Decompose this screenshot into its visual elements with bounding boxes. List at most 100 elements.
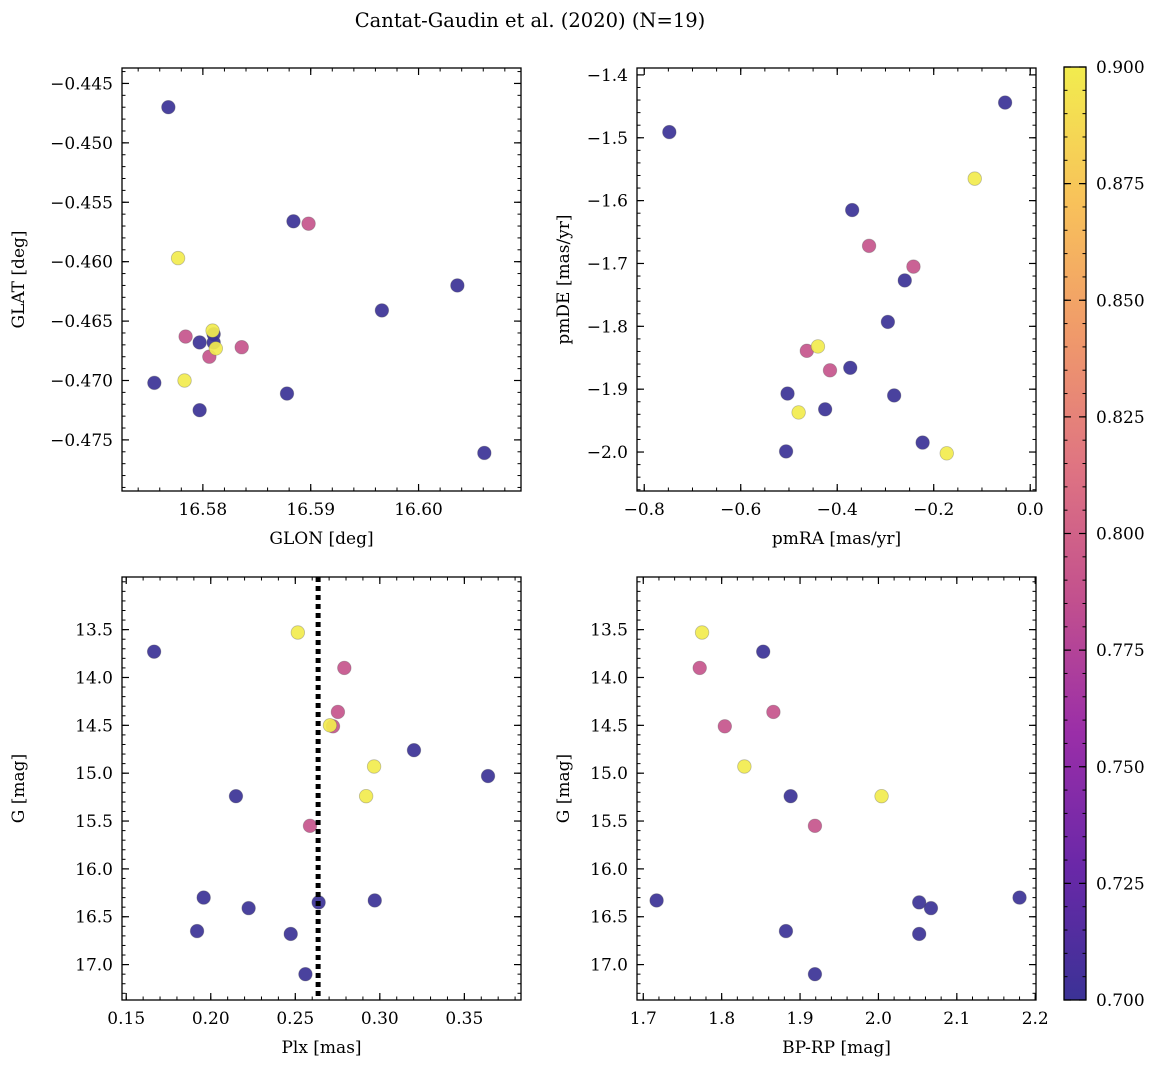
scatter-point	[1012, 890, 1027, 905]
axes-frame	[636, 67, 1037, 492]
points	[147, 100, 492, 461]
y-tick-label: −0.445	[50, 74, 113, 94]
y-tick-label: −0.465	[50, 312, 113, 332]
scatter-point	[662, 124, 677, 140]
ticks: 1.7 1.8 1.9 2.0 2.1 2.2 13.5 14.0 14.5 15.0 15.5 16…	[590, 577, 1049, 1029]
x-tick-label: 2.2	[1022, 1009, 1049, 1029]
subplot-plx-g: 0.15 0.20 0.25 0.30 0.35 13.5 14.0 14.5 15.0 15.5…	[9, 576, 522, 1058]
scatter-point	[861, 238, 877, 254]
scatter-point	[694, 625, 710, 640]
scatter-point	[822, 363, 838, 378]
x-tick-label: 0.25	[276, 1009, 314, 1029]
colorbar-tick-label: 0.850	[1096, 291, 1145, 311]
scatter-point	[286, 214, 301, 229]
scatter-point	[923, 900, 939, 916]
x-tick-label: 16.58	[179, 500, 228, 520]
scatter-point	[146, 644, 162, 659]
scatter-point	[241, 900, 256, 916]
scatter-point	[874, 788, 889, 804]
scatter-point	[367, 893, 382, 908]
figure-title: Cantat-Gaudin et al. (2020) (N=19)	[355, 9, 706, 32]
subplot-pmra-pmde: −0.8 −0.6 −0.4 −0.2 0.0 −1.4 −1.5 −1.6 −1.7 −1.8 −…	[554, 66, 1044, 549]
scatter-point	[843, 360, 858, 376]
scatter-point	[766, 704, 781, 720]
x-axis-label: Plx [mas]	[281, 1038, 361, 1058]
x-tick-label: 16.60	[394, 500, 443, 520]
y-tick-label: 13.5	[75, 621, 113, 641]
scatter-point	[283, 926, 298, 942]
ticks: 16.58 16.59 16.60 −0.445 −0.450 −0.455 −0.460 −…	[50, 68, 521, 520]
x-tick-label: 16.59	[286, 500, 335, 520]
colorbar-tick-label: 0.750	[1096, 758, 1145, 778]
scatter-point	[807, 818, 823, 834]
colorbar-tick-label: 0.700	[1096, 991, 1145, 1011]
scatter-point	[649, 893, 664, 908]
x-axis-label: BP-RP [mag]	[782, 1038, 891, 1058]
y-tick-label: −0.475	[50, 431, 113, 451]
scatter-point	[330, 704, 346, 720]
scatter-point	[791, 405, 806, 420]
x-tick-label: 2.1	[943, 1009, 970, 1029]
y-tick-label: 17.0	[75, 956, 113, 976]
ticks: 0.15 0.20 0.25 0.30 0.35 13.5 14.0 14.5 15.0 15.5…	[75, 577, 521, 1029]
scatter-point	[279, 386, 295, 401]
x-tick-label: 0.15	[107, 1009, 145, 1029]
scatter-point	[807, 966, 823, 982]
y-axis-label: GLAT [deg]	[9, 230, 29, 328]
points	[146, 625, 496, 982]
scatter-point	[967, 171, 982, 186]
scatter-point	[817, 402, 833, 417]
scatter-point	[844, 202, 860, 218]
plots: 16.58 16.59 16.60 −0.445 −0.450 −0.455 −0.460 −…	[9, 66, 1049, 1058]
points	[649, 625, 1027, 982]
scatter-point	[322, 718, 338, 733]
y-tick-label: 15.0	[75, 764, 113, 784]
scatter-point	[783, 788, 798, 804]
x-tick-label: 0.20	[192, 1009, 230, 1029]
scatter-point	[290, 625, 306, 640]
x-tick-label: −0.6	[720, 500, 761, 520]
scatter-point	[912, 926, 927, 942]
x-tick-label: −0.8	[624, 500, 665, 520]
scatter-point	[450, 278, 465, 293]
scatter-point	[234, 340, 249, 355]
y-tick-label: 14.0	[590, 668, 628, 688]
colorbar-tick-label: 0.825	[1096, 408, 1145, 428]
x-tick-label: 0.30	[361, 1009, 399, 1029]
x-tick-label: −0.2	[913, 500, 954, 520]
axes-frame	[636, 576, 1037, 1001]
x-axis-label: pmRA [mas/yr]	[772, 529, 901, 549]
scatter-point	[406, 743, 422, 758]
subplot-glon-glat: 16.58 16.59 16.60 −0.445 −0.450 −0.455 −0.460 −…	[9, 67, 522, 549]
scatter-point	[480, 768, 496, 784]
scatter-point	[756, 644, 771, 659]
scatter-point	[897, 273, 912, 288]
subplot-bprp-g: 1.7 1.8 1.9 2.0 2.1 2.2 13.5 14.0 14.5 15.0 15.5 16…	[554, 576, 1049, 1058]
y-axis-label: pmDE [mas/yr]	[554, 214, 574, 344]
y-tick-label: 15.5	[75, 812, 113, 832]
scatter-point	[196, 890, 211, 905]
scatter-point	[915, 435, 930, 450]
x-tick-label: 0.35	[445, 1009, 483, 1029]
colorbar-tick-label: 0.725	[1096, 874, 1145, 894]
y-tick-label: 14.0	[75, 668, 113, 688]
y-tick-label: −1.9	[587, 380, 628, 400]
scatter-point	[192, 335, 207, 350]
points	[662, 95, 1013, 461]
y-tick-label: −0.470	[50, 371, 113, 391]
y-tick-label: −1.4	[587, 66, 628, 86]
scatter-point	[177, 373, 192, 388]
y-tick-label: −1.7	[587, 254, 628, 274]
y-tick-label: 15.5	[590, 812, 628, 832]
scatter-point	[178, 329, 193, 344]
scatter-point	[298, 966, 313, 982]
colorbar-tick-label: 0.875	[1096, 175, 1145, 195]
y-tick-label: 15.0	[590, 764, 628, 784]
x-tick-label: 1.7	[630, 1009, 657, 1029]
scatter-point	[939, 446, 954, 461]
scatter-point	[778, 923, 794, 939]
axes-frame	[121, 67, 522, 492]
y-axis-label: G [mag]	[554, 754, 574, 823]
y-tick-label: 17.0	[590, 956, 628, 976]
colorbar-tick-label: 0.800	[1096, 525, 1145, 545]
